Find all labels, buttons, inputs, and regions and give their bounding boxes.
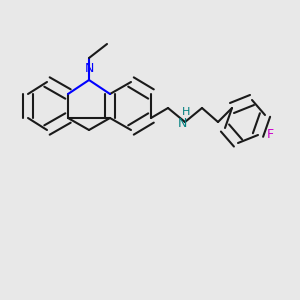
Text: H: H	[182, 106, 191, 117]
Text: N: N	[84, 62, 94, 76]
Text: N: N	[177, 117, 187, 130]
Text: F: F	[267, 128, 274, 142]
